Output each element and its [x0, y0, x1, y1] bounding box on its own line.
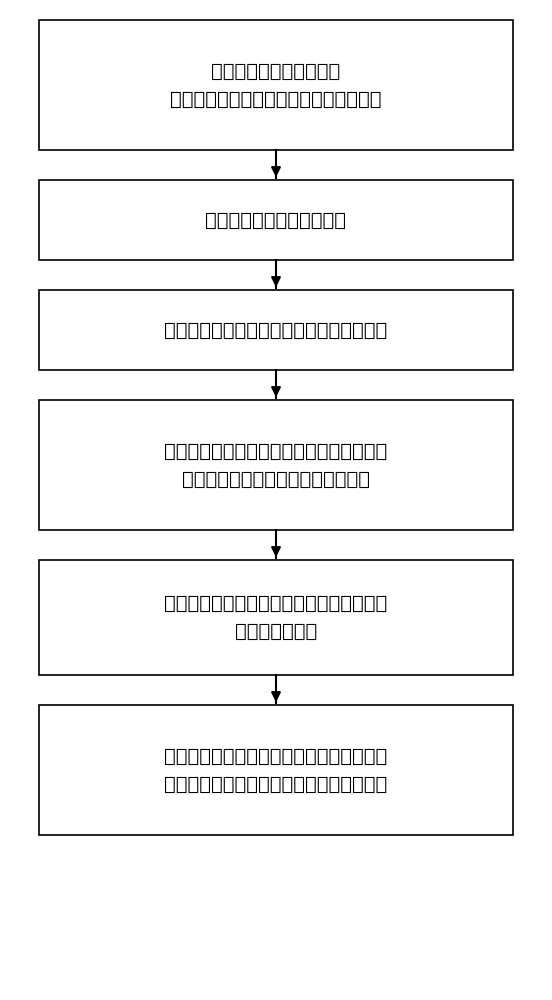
- Bar: [39, 400, 513, 530]
- Text: 获取待测动力电池温降率与温差的函数方程: 获取待测动力电池温降率与温差的函数方程: [164, 320, 388, 340]
- Text: 将工作总时间等分，计算每一等分点处电池
的平均温度，以及与环境温度的温差: 将工作总时间等分，计算每一等分点处电池 的平均温度，以及与环境温度的温差: [164, 442, 388, 488]
- Bar: [39, 705, 513, 835]
- Bar: [39, 180, 513, 260]
- Text: 拟合电池温升数据与工作时间的函数方程，
获取电池温升率: 拟合电池温升数据与工作时间的函数方程， 获取电池温升率: [164, 594, 388, 641]
- Text: 调节环境温度，记录待测
动力电池平均温度与环境温度之间的温差: 调节环境温度，记录待测 动力电池平均温度与环境温度之间的温差: [170, 62, 382, 108]
- Bar: [39, 290, 513, 370]
- Bar: [39, 560, 513, 675]
- Bar: [39, 20, 513, 150]
- Text: 获取待测动力电池的温降率: 获取待测动力电池的温降率: [205, 211, 347, 230]
- Text: 将等分的各个时间点记作待测动力电池的荷
电状态，获取电池生热率与荷电状态的关系: 将等分的各个时间点记作待测动力电池的荷 电状态，获取电池生热率与荷电状态的关系: [164, 746, 388, 794]
